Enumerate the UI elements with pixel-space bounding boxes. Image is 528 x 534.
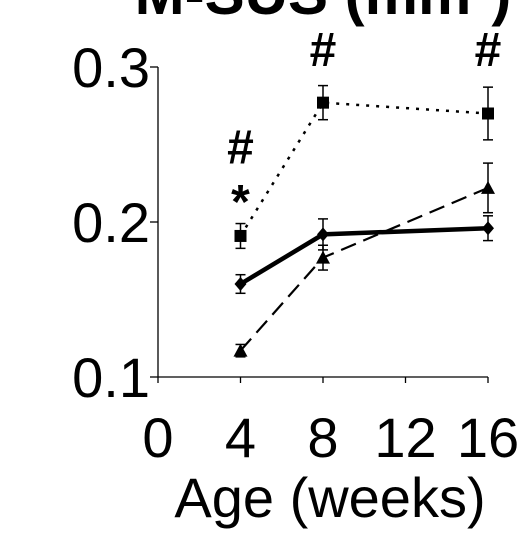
data-point-square (317, 96, 329, 109)
data-point-triangle (481, 180, 495, 194)
y-tick-label: 0.2 (72, 191, 150, 254)
data-point-square (234, 229, 247, 242)
x-tick-label: 16 (457, 406, 519, 469)
x-tick-label: 4 (225, 406, 256, 469)
data-point-square (482, 107, 494, 120)
x-tick-label: 12 (374, 406, 436, 469)
x-axis-title: Age (weeks) (174, 466, 485, 529)
data-point-triangle (233, 343, 248, 357)
series-line (239, 101, 489, 237)
axes: 0.1 0.2 0.3 0 4 8 12 16 (72, 36, 519, 469)
chart-title: M-SUS (mm²) (135, 0, 512, 27)
significance-asterisk: * (231, 176, 250, 229)
y-tick-label: 0.1 (72, 346, 150, 409)
significance-hash: # (475, 24, 502, 77)
data-point-diamond (317, 227, 329, 242)
series-square (234, 84, 494, 250)
series-diamond (234, 215, 494, 295)
y-tick-label: 0.3 (72, 36, 150, 99)
data-point-diamond (482, 221, 494, 236)
significance-hash: # (227, 122, 254, 175)
data-point-diamond (234, 277, 247, 291)
significance-hash: # (310, 24, 337, 77)
series-line (239, 225, 489, 286)
series-layer (233, 84, 495, 358)
series-triangle (233, 162, 495, 358)
annotation-layer: #*# # (227, 24, 501, 229)
data-point-triangle (316, 250, 330, 264)
x-tick-label: 8 (307, 406, 338, 469)
x-tick-label: 0 (142, 406, 173, 469)
series-line (239, 186, 489, 352)
